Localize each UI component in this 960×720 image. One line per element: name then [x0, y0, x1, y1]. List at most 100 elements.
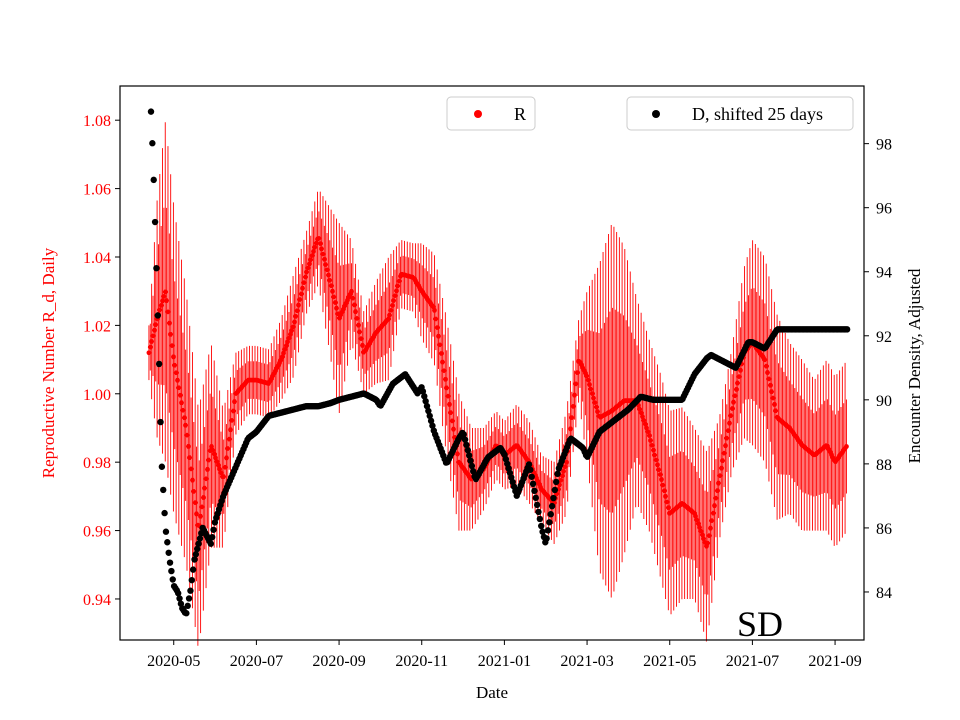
- right-tick-label: 88: [876, 457, 892, 474]
- r-point: [717, 473, 723, 479]
- r-point: [448, 410, 454, 416]
- r-point: [447, 402, 452, 407]
- r-point: [392, 293, 398, 299]
- r-point: [150, 333, 156, 339]
- d-point: [463, 441, 470, 449]
- panel-label: SD: [737, 604, 783, 644]
- r-point: [353, 309, 358, 315]
- left-tick-label: 0.98: [83, 455, 111, 472]
- r-point: [721, 450, 727, 456]
- r-point: [177, 392, 183, 398]
- r-point: [289, 328, 295, 334]
- r-point: [296, 302, 301, 308]
- r-point: [767, 382, 773, 388]
- r-point: [169, 343, 175, 349]
- r-point: [180, 407, 186, 413]
- d-point: [155, 360, 163, 368]
- r-point: [149, 339, 155, 344]
- r-point: [574, 370, 580, 376]
- left-tick-label: 1.00: [83, 387, 111, 404]
- r-point: [319, 246, 325, 252]
- r-point: [328, 283, 334, 289]
- d-series-points: [147, 108, 851, 617]
- r-point: [592, 400, 598, 405]
- r-point: [316, 235, 322, 241]
- r-point: [562, 464, 568, 470]
- r-point: [229, 418, 235, 423]
- d-point: [162, 528, 170, 535]
- r-point: [185, 444, 191, 449]
- r-point: [712, 503, 717, 509]
- d-point: [467, 457, 474, 464]
- r-point: [735, 380, 741, 386]
- r-point: [765, 370, 770, 375]
- d-point: [158, 463, 166, 470]
- d-point: [547, 511, 554, 518]
- r-point: [663, 493, 668, 499]
- r-point: [306, 261, 312, 267]
- d-point: [554, 470, 561, 478]
- r-point: [190, 477, 195, 483]
- d-point: [195, 540, 202, 547]
- legend-r-label: R: [514, 104, 526, 124]
- d-point: [429, 422, 436, 429]
- r-point: [158, 303, 164, 308]
- d-point: [194, 545, 201, 553]
- r-point: [728, 413, 734, 419]
- left-axis-label: Reproductive Number R_d, Daily: [39, 247, 58, 478]
- d-point: [185, 595, 193, 602]
- d-point: [154, 312, 161, 319]
- r-point: [281, 350, 286, 356]
- r-point: [211, 451, 217, 457]
- d-point: [422, 397, 429, 405]
- d-point: [183, 610, 190, 617]
- r-point: [589, 391, 595, 396]
- r-point: [710, 510, 716, 516]
- r-point: [432, 307, 437, 313]
- r-point: [164, 298, 170, 304]
- r-point: [763, 363, 769, 369]
- r-point: [312, 244, 318, 250]
- d-point: [532, 494, 539, 502]
- r-point: [200, 495, 206, 500]
- r-point: [706, 533, 712, 539]
- r-point: [179, 400, 184, 406]
- r-point: [587, 382, 592, 387]
- d-point: [187, 587, 194, 594]
- d-point: [184, 602, 191, 610]
- r-point: [321, 256, 327, 262]
- d-point: [544, 527, 552, 534]
- r-point: [440, 359, 446, 365]
- r-point: [161, 294, 167, 299]
- r-point: [172, 362, 178, 368]
- x-axis-ticks: 2020-05 2020-07 2020-09 2020-11 2021-01 2021-…: [147, 640, 862, 670]
- d-point: [426, 412, 433, 420]
- d-point: [169, 576, 176, 583]
- r-point: [317, 241, 323, 247]
- r-point: [649, 442, 655, 448]
- x-tick-label: 2021-07: [726, 653, 779, 670]
- r-point: [449, 418, 455, 424]
- r-point: [218, 470, 224, 476]
- r-point: [433, 316, 439, 322]
- d-point: [150, 176, 157, 184]
- r-point: [434, 325, 440, 331]
- r-point: [656, 467, 662, 473]
- left-tick-label: 0.96: [83, 524, 111, 541]
- r-point: [192, 500, 198, 506]
- r-point: [308, 257, 314, 263]
- r-point: [206, 457, 212, 463]
- d-point: [425, 407, 432, 415]
- r-point: [445, 393, 451, 399]
- d-point: [465, 452, 473, 459]
- r-point: [350, 295, 356, 301]
- r-point: [713, 495, 719, 501]
- r-point: [165, 309, 171, 315]
- legend-d-marker: [652, 110, 660, 118]
- r-point: [320, 251, 326, 257]
- r-point: [228, 427, 233, 433]
- r-point: [653, 457, 659, 463]
- r-point: [585, 377, 591, 383]
- r-point: [641, 418, 647, 423]
- r-point: [762, 357, 768, 363]
